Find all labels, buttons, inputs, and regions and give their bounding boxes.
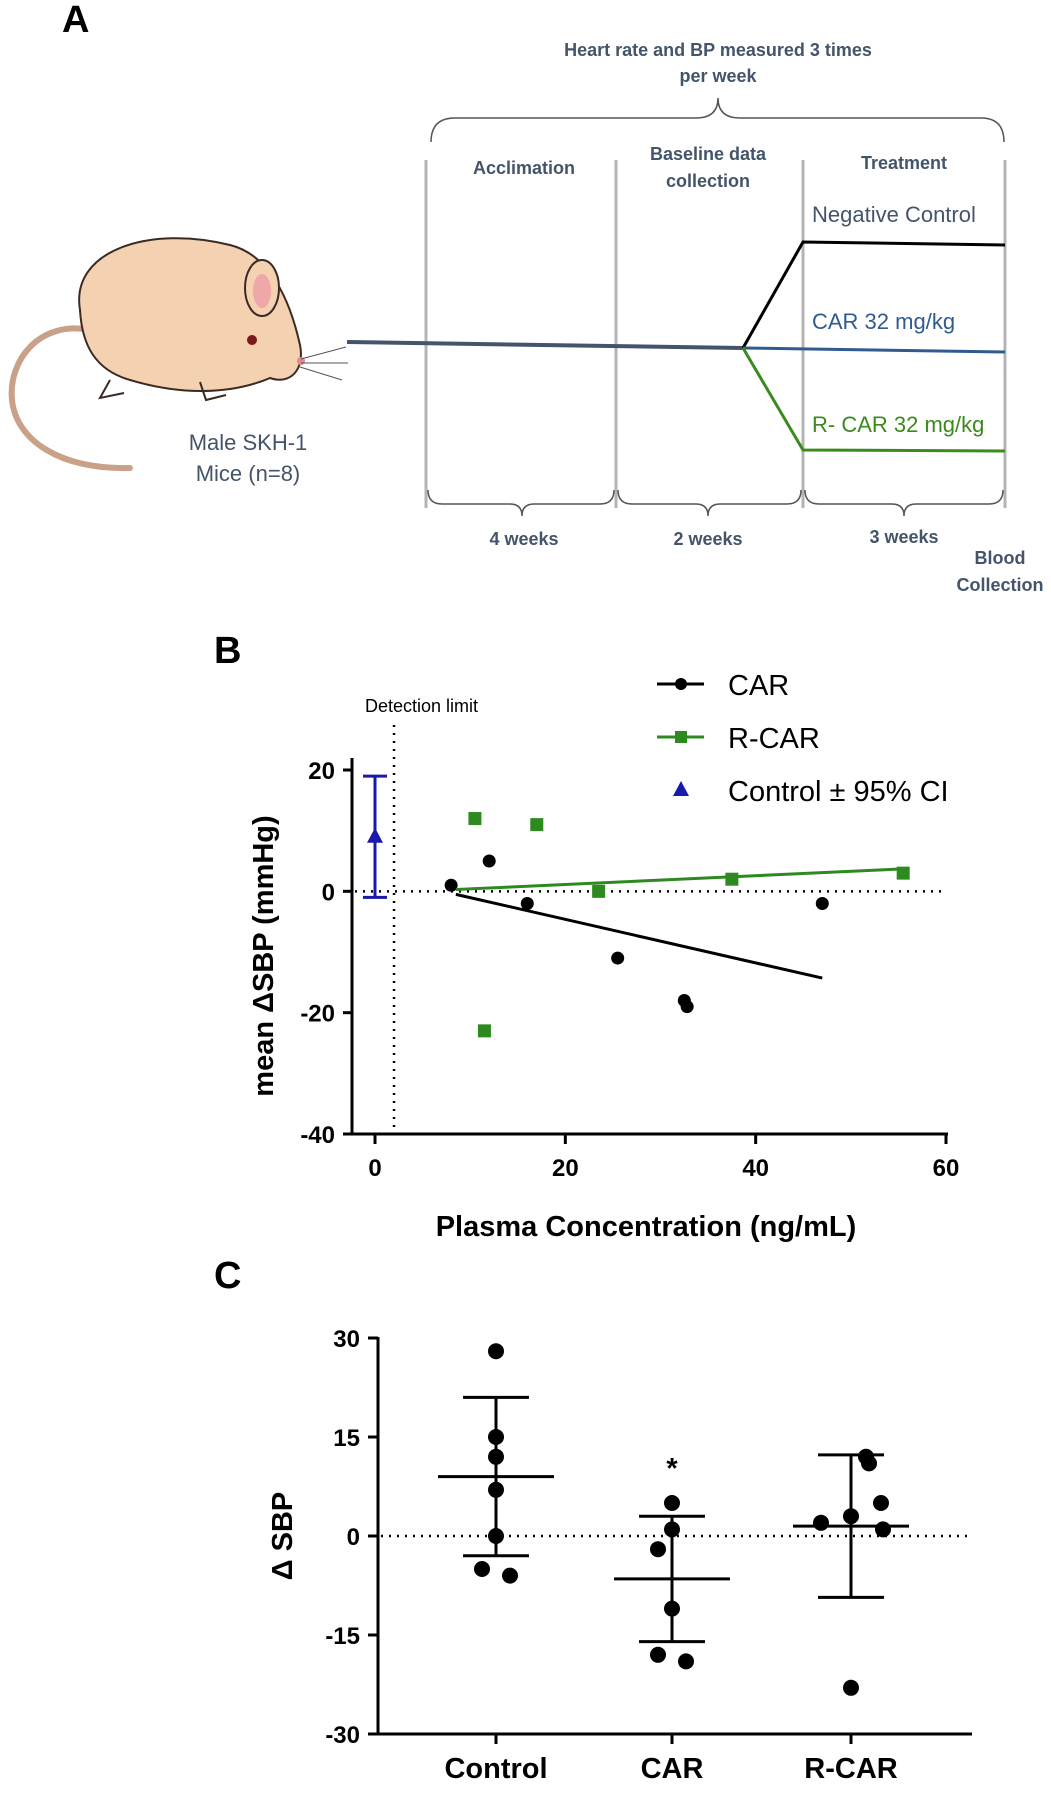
data-point xyxy=(488,1528,504,1544)
legend-label: Control ± 95% CI xyxy=(728,776,949,808)
brace-baseline xyxy=(617,489,802,517)
rcar-point xyxy=(896,866,910,880)
significance-marker: * xyxy=(666,1453,678,1485)
car-point xyxy=(482,854,496,868)
legend-label: R-CAR xyxy=(728,723,820,755)
y-axis-title: Δ SBP xyxy=(267,1492,299,1581)
x-tick-label: 40 xyxy=(742,1155,769,1182)
data-point xyxy=(488,1343,504,1360)
y-tick-label: 0 xyxy=(347,1524,360,1551)
legend-marker-car xyxy=(675,678,687,690)
rcar-point xyxy=(592,884,606,898)
phase-title-baseline-1: Baseline data xyxy=(650,144,767,164)
fit-line-r-car xyxy=(455,867,904,892)
x-axis-title: Plasma Concentration (ng/mL) xyxy=(436,1211,857,1243)
y-axis-title: mean ΔSBP (mmHg) xyxy=(248,815,280,1096)
blood-collection-line1: Blood xyxy=(975,548,1026,568)
chart-c: 30 15 0 -15 -30 Δ SBP Control CAR * R-CAR xyxy=(267,1326,972,1785)
x-tick-label: 0 xyxy=(368,1155,381,1182)
data-point xyxy=(843,1508,859,1525)
panel-c: C 30 15 0 -15 -30 Δ SBP Control CAR * R-CAR xyxy=(214,1255,972,1785)
y-tick-label: -20 xyxy=(300,1001,335,1028)
fit-line-car xyxy=(455,892,823,980)
data-point xyxy=(664,1521,680,1538)
y-tick-label: 20 xyxy=(308,758,335,785)
detection-limit-label: Detection limit xyxy=(365,696,478,716)
data-point xyxy=(813,1514,829,1531)
arm-label-car: CAR 32 mg/kg xyxy=(812,309,955,334)
car-point xyxy=(520,896,534,910)
category-label: R-CAR xyxy=(804,1753,897,1785)
rcar-line xyxy=(741,347,1006,453)
duration-treatment: 3 weeks xyxy=(869,527,938,547)
panel-b-letter: B xyxy=(214,630,241,672)
category-label: Control xyxy=(444,1753,547,1785)
brace-treatment xyxy=(804,489,1004,517)
legend-marker-control xyxy=(673,781,689,796)
mouse-label-line2: Mice (n=8) xyxy=(196,461,301,486)
data-point xyxy=(861,1455,877,1472)
x-tick-label: 60 xyxy=(933,1155,960,1182)
rcar-point xyxy=(468,812,482,826)
bottom-braces xyxy=(427,489,1004,517)
y-tick-label: 0 xyxy=(322,879,335,906)
y-tick-label: -30 xyxy=(325,1722,360,1749)
car-point xyxy=(680,1000,694,1014)
phase-title-treatment: Treatment xyxy=(861,153,947,173)
blood-collection-line2: Collection xyxy=(956,575,1043,595)
rcar-point xyxy=(530,818,544,832)
mouse-label-line1: Male SKH-1 xyxy=(189,430,308,455)
control-point xyxy=(367,827,383,843)
car-point xyxy=(444,878,458,892)
timeline-main-line xyxy=(346,340,744,350)
data-point xyxy=(502,1567,518,1584)
arm-label-negative-control: Negative Control xyxy=(812,202,976,227)
y-tick-label: -40 xyxy=(300,1122,335,1149)
car-point xyxy=(815,896,829,910)
panel-c-letter: C xyxy=(214,1255,241,1297)
data-point xyxy=(664,1495,680,1511)
data-point xyxy=(678,1653,694,1670)
phase-title-baseline-2: collection xyxy=(666,171,750,191)
data-point xyxy=(488,1448,504,1465)
phase-title-acclimation: Acclimation xyxy=(473,158,575,178)
data-point xyxy=(873,1495,889,1511)
data-point xyxy=(488,1481,504,1498)
data-point xyxy=(650,1541,666,1558)
y-tick-label: 30 xyxy=(333,1326,360,1353)
chart-b: 20 0 -20 -40 0 20 40 60 Plasma Concentration (ng… xyxy=(248,670,959,1243)
data-point xyxy=(488,1429,504,1445)
duration-baseline: 2 weeks xyxy=(673,529,742,549)
timeline-header-line1: Heart rate and BP measured 3 times xyxy=(564,40,872,60)
x-tick-label: 20 xyxy=(552,1155,579,1182)
rcar-point xyxy=(477,1024,491,1038)
data-point xyxy=(664,1600,680,1617)
duration-acclimation: 4 weeks xyxy=(489,529,558,549)
data-point xyxy=(875,1521,891,1538)
car-line xyxy=(742,346,1006,354)
category-label: CAR xyxy=(641,1753,704,1785)
car-point xyxy=(611,951,625,965)
panel-b: B 20 0 -20 -40 0 20 40 60 Plasma Concentration (… xyxy=(214,630,959,1243)
timeline-header-line2: per week xyxy=(679,66,757,86)
mouse-icon xyxy=(8,237,348,472)
panel-a-letter: A xyxy=(62,0,89,41)
arm-label-rcar: R- CAR 32 mg/kg xyxy=(812,412,984,437)
rcar-point xyxy=(725,872,739,886)
data-point xyxy=(474,1561,490,1577)
brace-acclimation xyxy=(427,489,615,517)
legend-label: CAR xyxy=(728,670,789,702)
negative-control-line xyxy=(741,240,1006,349)
data-point xyxy=(650,1646,666,1663)
y-tick-label: -15 xyxy=(325,1623,360,1650)
data-point xyxy=(843,1679,859,1696)
top-brace xyxy=(430,97,1005,143)
y-tick-label: 15 xyxy=(333,1425,360,1452)
legend-marker-rcar xyxy=(675,731,687,743)
panel-a: A Heart rate and BP measured 3 times per… xyxy=(8,0,1044,595)
